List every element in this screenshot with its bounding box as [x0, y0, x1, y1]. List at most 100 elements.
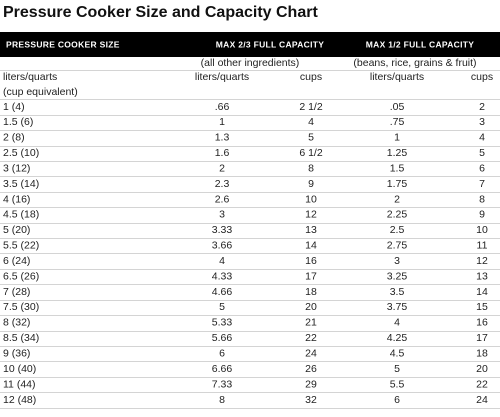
table-cell: 17	[476, 332, 488, 344]
table-cell: 3.33	[212, 224, 233, 236]
table-cell: 7 (28)	[3, 286, 30, 298]
table-cell: 1.25	[387, 147, 408, 159]
table-cell: 6 (24)	[3, 255, 30, 267]
table-cell: 12 (48)	[3, 394, 36, 406]
table-cell: 3.75	[387, 301, 408, 313]
table-cell: 20	[476, 363, 488, 375]
table-cell: 7.33	[212, 378, 233, 390]
table-cell: 22	[476, 378, 488, 390]
unit-label: liters/quarts	[3, 71, 57, 83]
table-cell: 12	[476, 255, 488, 267]
table-cell: 18	[305, 286, 317, 298]
table-cell: 9	[479, 209, 485, 221]
table-cell: 8	[479, 193, 485, 205]
table-cell: 5.66	[212, 332, 233, 344]
table-cell: 4.33	[212, 270, 233, 282]
table-cell: 6.66	[212, 363, 233, 375]
header-cell: MAX 1/2 FULL CAPACITY	[366, 39, 474, 49]
table-cell: 5	[479, 147, 485, 159]
table-cell: 32	[305, 394, 317, 406]
table-cell: .66	[215, 101, 230, 113]
table-cell: 9	[308, 178, 314, 190]
table-cell: 11	[477, 240, 488, 252]
table-cell: 16	[476, 317, 488, 329]
subheader-cell: (beans, rice, grains & fruit)	[353, 57, 476, 69]
table-cell: 2.5	[390, 224, 405, 236]
table-cell: 8	[308, 162, 314, 174]
table-cell: 5 (20)	[3, 224, 30, 236]
table-cell: 1	[394, 132, 400, 144]
table-cell: 24	[305, 348, 317, 360]
header-cell: PRESSURE COOKER SIZE	[6, 39, 120, 49]
table-cell: 7.5 (30)	[3, 301, 39, 313]
table-cell: 1 (4)	[3, 101, 25, 113]
table-cell: 2.25	[387, 209, 408, 221]
table-cell: 2	[394, 193, 400, 205]
table-cell: 22	[305, 332, 317, 344]
table-cell: 2.5 (10)	[3, 147, 39, 159]
table-cell: 2	[219, 162, 225, 174]
table-cell: 5	[219, 301, 225, 313]
table-cell: 8 (32)	[3, 317, 30, 329]
table-cell: 3.66	[212, 240, 233, 252]
table-cell: 6	[394, 394, 400, 406]
table-cell: 5.5 (22)	[3, 240, 39, 252]
table-cell: 8	[219, 394, 225, 406]
page-title: Pressure Cooker Size and Capacity Chart	[3, 4, 318, 21]
table-cell: 14	[305, 240, 317, 252]
table-cell: 5	[394, 363, 400, 375]
unit-label: (cup equivalent)	[3, 86, 78, 98]
table-cell: 16	[305, 255, 317, 267]
table-cell: 3	[394, 255, 400, 267]
header-bar	[0, 32, 500, 57]
table-cell: 4.5 (18)	[3, 209, 39, 221]
table-cell: 12	[305, 209, 317, 221]
table-cell: 21	[305, 317, 317, 329]
table-cell: 9 (36)	[3, 348, 30, 360]
table-cell: 3	[219, 209, 225, 221]
table-cell: 3 (12)	[3, 162, 30, 174]
table-cell: 1	[219, 116, 225, 128]
table-cell: 6	[479, 162, 485, 174]
table-cell: 14	[476, 286, 488, 298]
table-cell: 6	[219, 348, 225, 360]
table-cell: 3.25	[387, 270, 408, 282]
subheader-cell: (all other ingredients)	[201, 57, 300, 69]
table-cell: 4 (16)	[3, 193, 30, 205]
table-cell: 1.3	[215, 132, 230, 144]
unit-label: liters/quarts	[195, 71, 249, 83]
table-cell: 10	[476, 224, 488, 236]
table-cell: 4	[479, 132, 485, 144]
table-cell: 5	[308, 132, 314, 144]
table-cell: 10 (40)	[3, 363, 36, 375]
table-cell: 24	[476, 394, 488, 406]
header-cell: MAX 2/3 FULL CAPACITY	[216, 39, 324, 49]
table-cell: 13	[476, 270, 488, 282]
unit-label: cups	[471, 71, 493, 83]
unit-label: liters/quarts	[370, 71, 424, 83]
table-cell: 4	[219, 255, 225, 267]
table-cell: 4.25	[387, 332, 408, 344]
table-cell: 29	[305, 378, 317, 390]
table-cell: 3	[479, 116, 485, 128]
table-cell: 4.66	[212, 286, 233, 298]
table-cell: 26	[305, 363, 317, 375]
table-cell: 18	[476, 348, 488, 360]
table-cell: .05	[390, 101, 405, 113]
table-cell: 20	[305, 301, 317, 313]
table-cell: 2 (8)	[3, 132, 25, 144]
table-cell: 2.3	[215, 178, 230, 190]
table-cell: 7	[479, 178, 485, 190]
table-cell: 17	[305, 270, 317, 282]
table-cell: 6.5 (26)	[3, 270, 39, 282]
table-cell: 15	[476, 301, 488, 313]
table-cell: 13	[305, 224, 317, 236]
table-cell: 4	[394, 317, 400, 329]
table-cell: 2 1/2	[299, 101, 323, 113]
table-cell: 1.75	[387, 178, 408, 190]
table-cell: 1.5 (6)	[3, 116, 33, 128]
table-cell: .75	[390, 116, 405, 128]
table-cell: 2.75	[387, 240, 408, 252]
table-cell: 1.6	[215, 147, 230, 159]
